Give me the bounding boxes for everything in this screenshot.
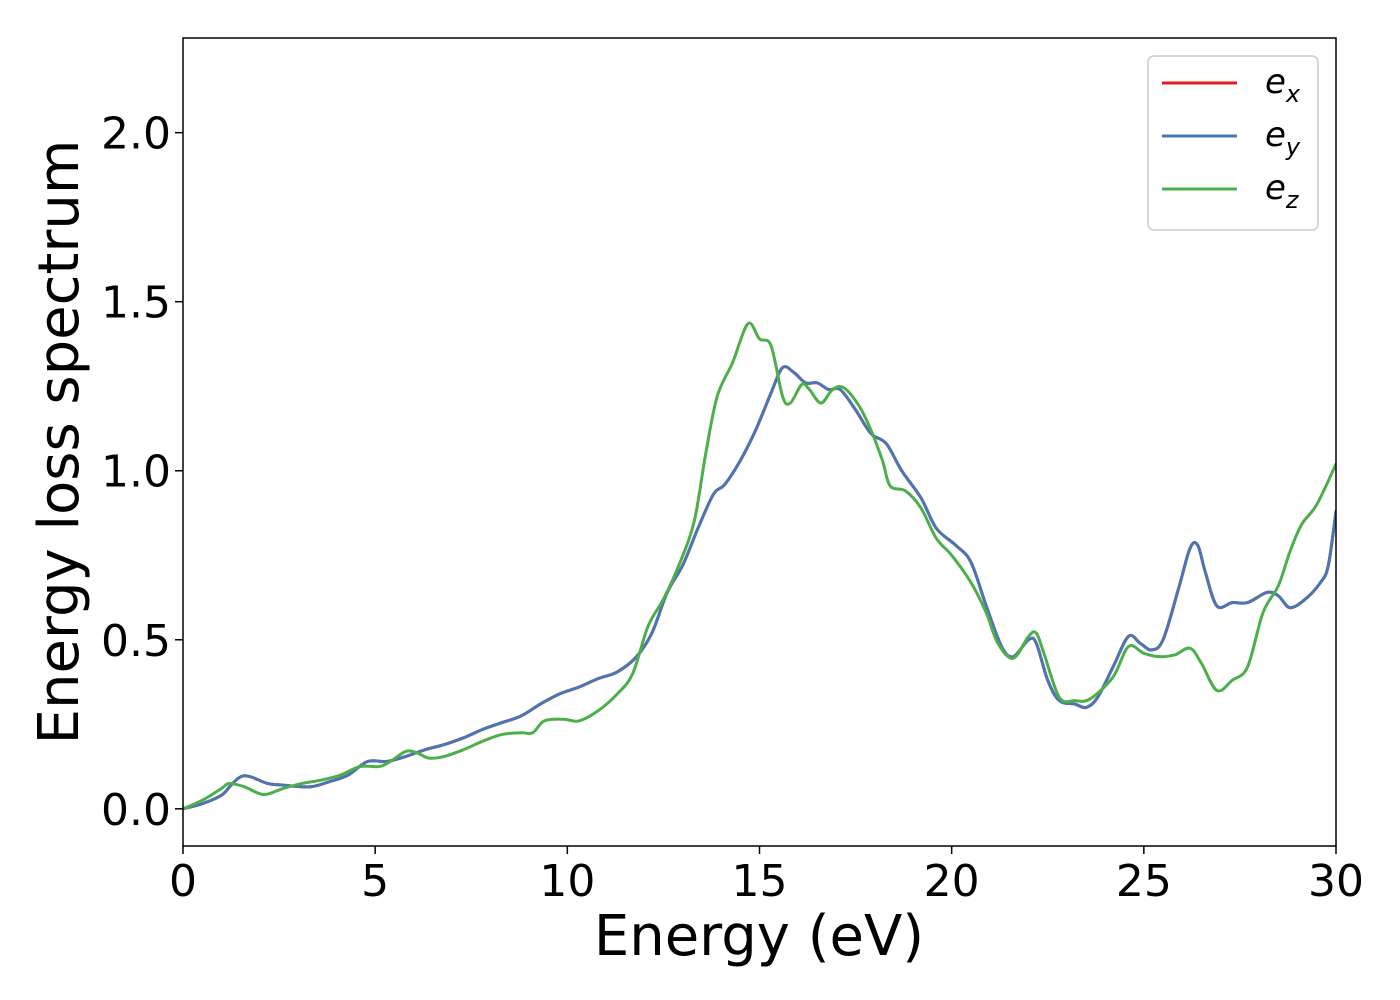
x-tick-label: 20 [924,856,980,907]
x-tick-label: 15 [732,856,788,907]
legend-box [1147,55,1319,231]
x-axis-ticks: 0 5 10 15 20 25 30 [169,846,1364,907]
series-line-e-z [183,321,1336,811]
legend-label-e-z: ez [1265,168,1300,214]
x-tick-label: 0 [169,856,197,907]
y-axis-ticks: 0.0 0.5 1.0 1.5 2.0 [101,109,183,836]
y-tick-label: 0.0 [101,785,171,836]
y-tick-label: 1.0 [101,447,171,498]
x-axis-title: Energy (eV) [594,904,924,969]
y-tick-label: 0.5 [101,616,171,667]
series-line-e-y [183,365,1336,811]
y-tick-label: 1.5 [101,278,171,329]
legend: ex ey ez [1147,55,1319,231]
x-tick-label: 30 [1308,856,1364,907]
series-layer [183,321,1336,811]
x-tick-label: 5 [361,856,389,907]
x-tick-label: 25 [1116,856,1172,907]
y-tick-label: 2.0 [101,109,171,160]
x-tick-label: 10 [539,856,595,907]
plot-area [183,38,1336,846]
legend-label-e-y: ey [1265,115,1301,161]
legend-label-e-x: ex [1265,62,1301,108]
y-axis-title: Energy loss spectrum [27,140,92,745]
